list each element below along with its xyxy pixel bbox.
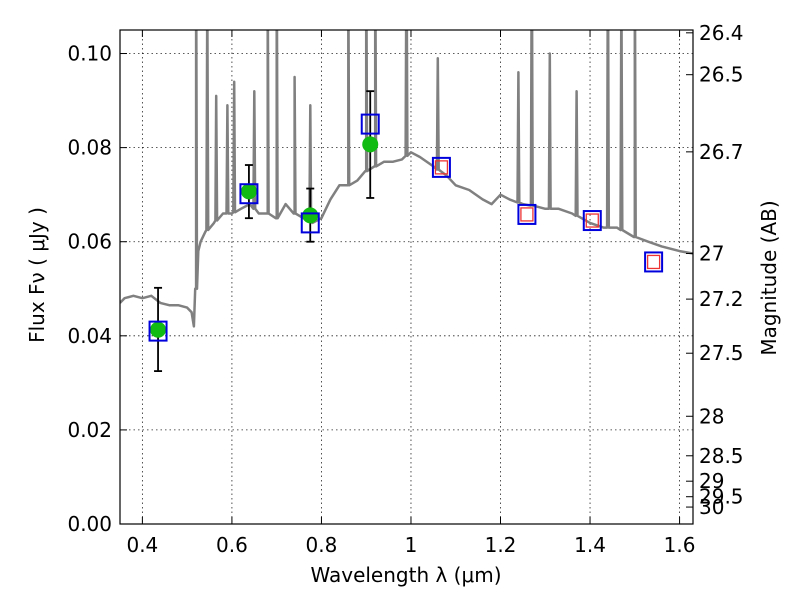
model-flux-square bbox=[431, 156, 451, 178]
model-flux-square bbox=[239, 183, 259, 205]
x-tick-label: 1.6 bbox=[664, 533, 696, 557]
right-tick-label: 28.5 bbox=[699, 444, 744, 468]
right-tick-label: 28 bbox=[699, 404, 724, 428]
predicted-flux-square bbox=[434, 160, 449, 175]
right-tick-label: 29 bbox=[699, 469, 724, 493]
x-tick-label: 0.6 bbox=[216, 533, 248, 557]
plot-area bbox=[120, 30, 693, 372]
right-tick-label: 26.5 bbox=[699, 63, 744, 87]
model-flux-square bbox=[517, 203, 537, 225]
right-tick-label: 26.4 bbox=[699, 21, 744, 45]
sed-model-line bbox=[120, 30, 693, 328]
x-tick-label: 0.8 bbox=[306, 533, 338, 557]
y-tick-label: 0.00 bbox=[67, 512, 112, 536]
photometry-point bbox=[150, 321, 167, 338]
model-flux-square bbox=[582, 210, 602, 232]
model-flux-square bbox=[644, 251, 664, 273]
predicted-flux-square bbox=[585, 213, 599, 228]
y-axis-title: Flux Fν ( μJy ) bbox=[25, 207, 49, 343]
right-tick-label: 27.5 bbox=[699, 341, 744, 365]
y-tick-label: 0.10 bbox=[67, 42, 112, 66]
right-tick-label: 29.5 bbox=[699, 485, 744, 509]
right-tick-label: 27 bbox=[699, 241, 724, 265]
right-tick-label: 27.2 bbox=[699, 287, 744, 311]
y-tick-label: 0.02 bbox=[67, 418, 112, 442]
model-flux-square bbox=[148, 320, 168, 342]
x-axis-title: Wavelength λ (μm) bbox=[310, 563, 501, 587]
model-flux-square bbox=[360, 113, 380, 135]
x-tick-label: 1.4 bbox=[574, 533, 606, 557]
right-axis-title: Magnitude (AB) bbox=[757, 200, 781, 355]
x-tick-label: 1.2 bbox=[485, 533, 517, 557]
photometry-point bbox=[302, 207, 319, 224]
y-tick-label: 0.08 bbox=[67, 136, 112, 160]
right-tick-label: 30 bbox=[699, 495, 724, 519]
plot-frame bbox=[119, 29, 694, 525]
x-tick-label: 1 bbox=[405, 533, 418, 557]
axis-ticks: 0.4 0.6 0.8 1 1.2 1.4 1.6 0.00 0.02 0.04 0.06 0.08 0… bbox=[67, 21, 743, 557]
x-tick-label: 0.4 bbox=[126, 533, 158, 557]
predicted-flux-square bbox=[646, 254, 661, 270]
model-flux-square bbox=[300, 212, 320, 234]
y-tick-label: 0.04 bbox=[67, 324, 112, 348]
axes-frame bbox=[119, 29, 694, 525]
right-tick-label: 26.7 bbox=[699, 140, 744, 164]
y-tick-label: 0.06 bbox=[67, 230, 112, 254]
photometry-point bbox=[362, 136, 379, 153]
predicted-flux-square bbox=[520, 207, 534, 222]
photometry-point bbox=[240, 183, 257, 200]
